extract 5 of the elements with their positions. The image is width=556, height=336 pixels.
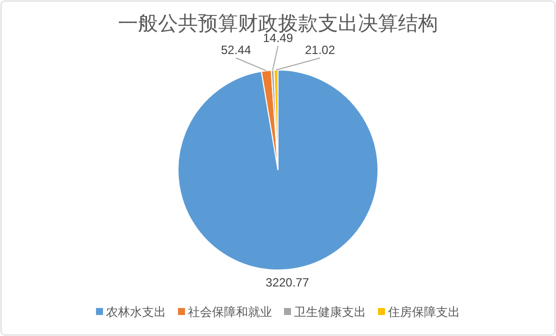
title: 一般公共预算财政拨款支出决算结构 (118, 13, 438, 35)
legend-label: 社会保障和就业 (188, 305, 272, 319)
legend-label: 卫生健康支出 (294, 305, 366, 319)
legend-label: 农林水支出 (106, 305, 166, 319)
legend-label: 住房保障支出 (387, 305, 460, 319)
